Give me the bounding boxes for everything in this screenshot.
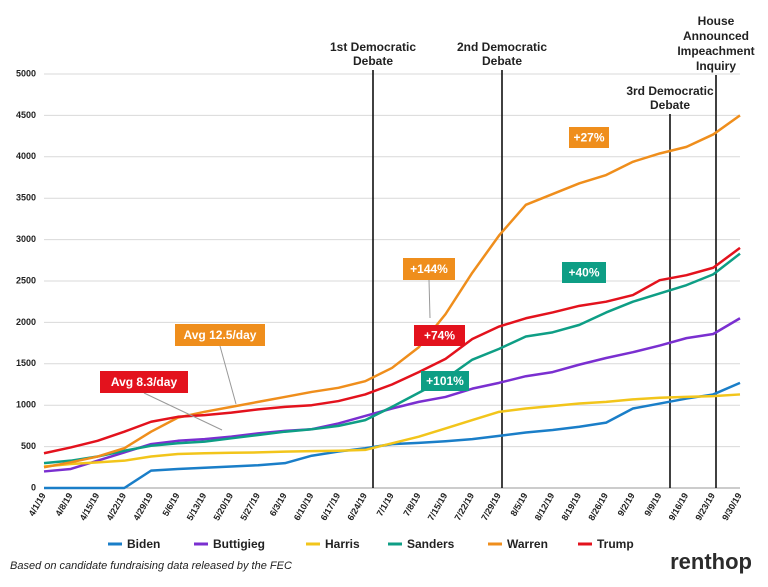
x-tick-label: 5/6/19	[160, 491, 181, 518]
y-tick-label: 4500	[16, 110, 36, 120]
callout-label: +101%	[426, 374, 464, 388]
event-label: Debate	[482, 54, 522, 68]
y-tick-label: 500	[21, 441, 36, 451]
legend-label: Sanders	[407, 537, 455, 551]
x-tick-label: 6/24/19	[345, 491, 369, 522]
x-tick-label: 4/15/19	[78, 491, 102, 522]
y-tick-label: 4000	[16, 151, 36, 161]
x-tick-label: 4/22/19	[104, 491, 128, 522]
callout-box	[175, 324, 265, 346]
x-tick-label: 6/10/19	[292, 491, 316, 522]
x-tick-label: 5/20/19	[211, 491, 235, 522]
x-tick-label: 8/5/19	[508, 491, 529, 518]
x-tick-label: 9/30/19	[720, 491, 744, 522]
event-label: 2nd Democratic	[457, 40, 547, 54]
series-line	[43, 393, 741, 468]
event-label: 3rd Democratic	[626, 84, 714, 98]
x-tick-label: 8/19/19	[559, 491, 583, 522]
callout-label: Avg 12.5/day	[184, 328, 257, 342]
callout-box	[403, 258, 455, 280]
x-tick-label: 8/26/19	[586, 491, 610, 522]
x-tick-label: 9/23/19	[693, 491, 717, 522]
x-tick-label: 7/15/19	[426, 491, 450, 522]
x-tick-label: 6/3/19	[268, 491, 289, 518]
event-label: Inquiry	[696, 59, 736, 73]
callout-label: +27%	[573, 131, 604, 145]
y-tick-label: 0	[31, 482, 36, 492]
x-tick-label: 4/29/19	[131, 491, 155, 522]
y-tick-label: 3500	[16, 193, 36, 203]
callout-box	[421, 371, 469, 391]
legend-label: Biden	[127, 537, 160, 551]
event-label: 1st Democratic	[330, 40, 416, 54]
event-label: Debate	[353, 54, 393, 68]
x-tick-label: 9/16/19	[667, 491, 691, 522]
callout-box	[414, 325, 465, 346]
footnote: Based on candidate fundraising data rele…	[10, 560, 292, 572]
x-tick-label: 7/1/19	[375, 491, 396, 518]
event-label: Impeachment	[677, 44, 754, 58]
x-tick-label: 9/2/19	[616, 491, 637, 518]
x-tick-label: 5/27/19	[238, 491, 262, 522]
x-tick-label: 4/1/19	[27, 491, 48, 518]
x-tick-label: 8/12/19	[533, 491, 557, 522]
callout-leader	[219, 345, 237, 405]
x-tick-label: 9/9/19	[642, 491, 663, 518]
y-tick-label: 5000	[16, 68, 36, 78]
y-tick-label: 2500	[16, 275, 36, 285]
callout-label: +74%	[424, 329, 455, 343]
legend-label: Buttigieg	[213, 537, 265, 551]
event-label: House	[698, 14, 735, 28]
series-line	[43, 252, 741, 465]
event-label: Debate	[650, 98, 690, 112]
x-tick-label: 4/8/19	[53, 491, 74, 518]
x-tick-label: 7/29/19	[479, 491, 503, 522]
callout-box	[569, 127, 609, 148]
series-line	[43, 114, 741, 469]
callout-label: +40%	[568, 266, 599, 280]
y-tick-label: 1500	[16, 358, 36, 368]
x-tick-label: 7/8/19	[401, 491, 422, 518]
legend-label: Harris	[325, 537, 360, 551]
y-tick-label: 1000	[16, 400, 36, 410]
y-tick-label: 3000	[16, 234, 36, 244]
series-line	[43, 246, 741, 455]
callout-label: Avg 8.3/day	[111, 375, 178, 389]
x-tick-label: 5/13/19	[185, 491, 209, 522]
callout-box	[562, 262, 606, 283]
x-tick-label: 6/17/19	[319, 491, 343, 522]
series-line	[43, 317, 741, 473]
x-tick-label: 7/22/19	[452, 491, 476, 522]
y-tick-label: 2000	[16, 317, 36, 327]
callout-box	[100, 371, 188, 393]
callout-leader	[143, 392, 223, 431]
legend-label: Warren	[507, 537, 548, 551]
legend-label: Trump	[597, 537, 634, 551]
event-label: Announced	[683, 29, 749, 43]
callout-leader	[428, 279, 431, 319]
callout-label: +144%	[410, 262, 448, 276]
logo: renthop	[670, 549, 752, 574]
